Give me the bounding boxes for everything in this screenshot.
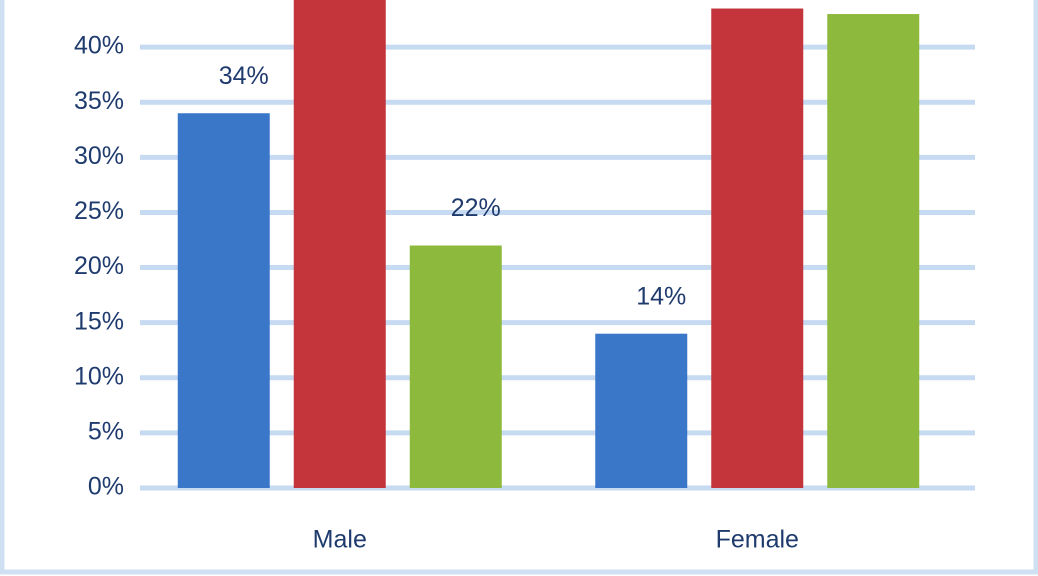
y-tick-label: 25% bbox=[74, 197, 124, 225]
y-tick-label: 45% bbox=[74, 0, 124, 5]
bar bbox=[827, 14, 920, 489]
y-tick-label: 30% bbox=[74, 142, 124, 170]
bar bbox=[595, 333, 688, 488]
data-label: 14% bbox=[636, 282, 686, 310]
bars bbox=[177, 0, 920, 489]
bar bbox=[711, 8, 804, 489]
y-tick-label: 10% bbox=[74, 362, 124, 390]
y-tick-label: 5% bbox=[88, 417, 124, 445]
data-label: 34% bbox=[219, 62, 269, 90]
bar bbox=[293, 0, 386, 488]
labels: 0% 5% 10% 15% 20% 25% 30% 35% 40% 45% Male 34% 22% Fe… bbox=[74, 0, 799, 554]
x-tick-label: Female bbox=[716, 526, 799, 554]
bar bbox=[409, 245, 502, 488]
bar bbox=[177, 113, 270, 488]
y-tick-label: 40% bbox=[74, 32, 124, 60]
x-tick-label: Male bbox=[313, 526, 367, 554]
y-tick-label: 0% bbox=[88, 473, 124, 501]
y-tick-label: 35% bbox=[74, 87, 124, 115]
y-tick-label: 20% bbox=[74, 252, 124, 280]
y-tick-label: 15% bbox=[74, 307, 124, 335]
data-label: 22% bbox=[451, 194, 501, 222]
